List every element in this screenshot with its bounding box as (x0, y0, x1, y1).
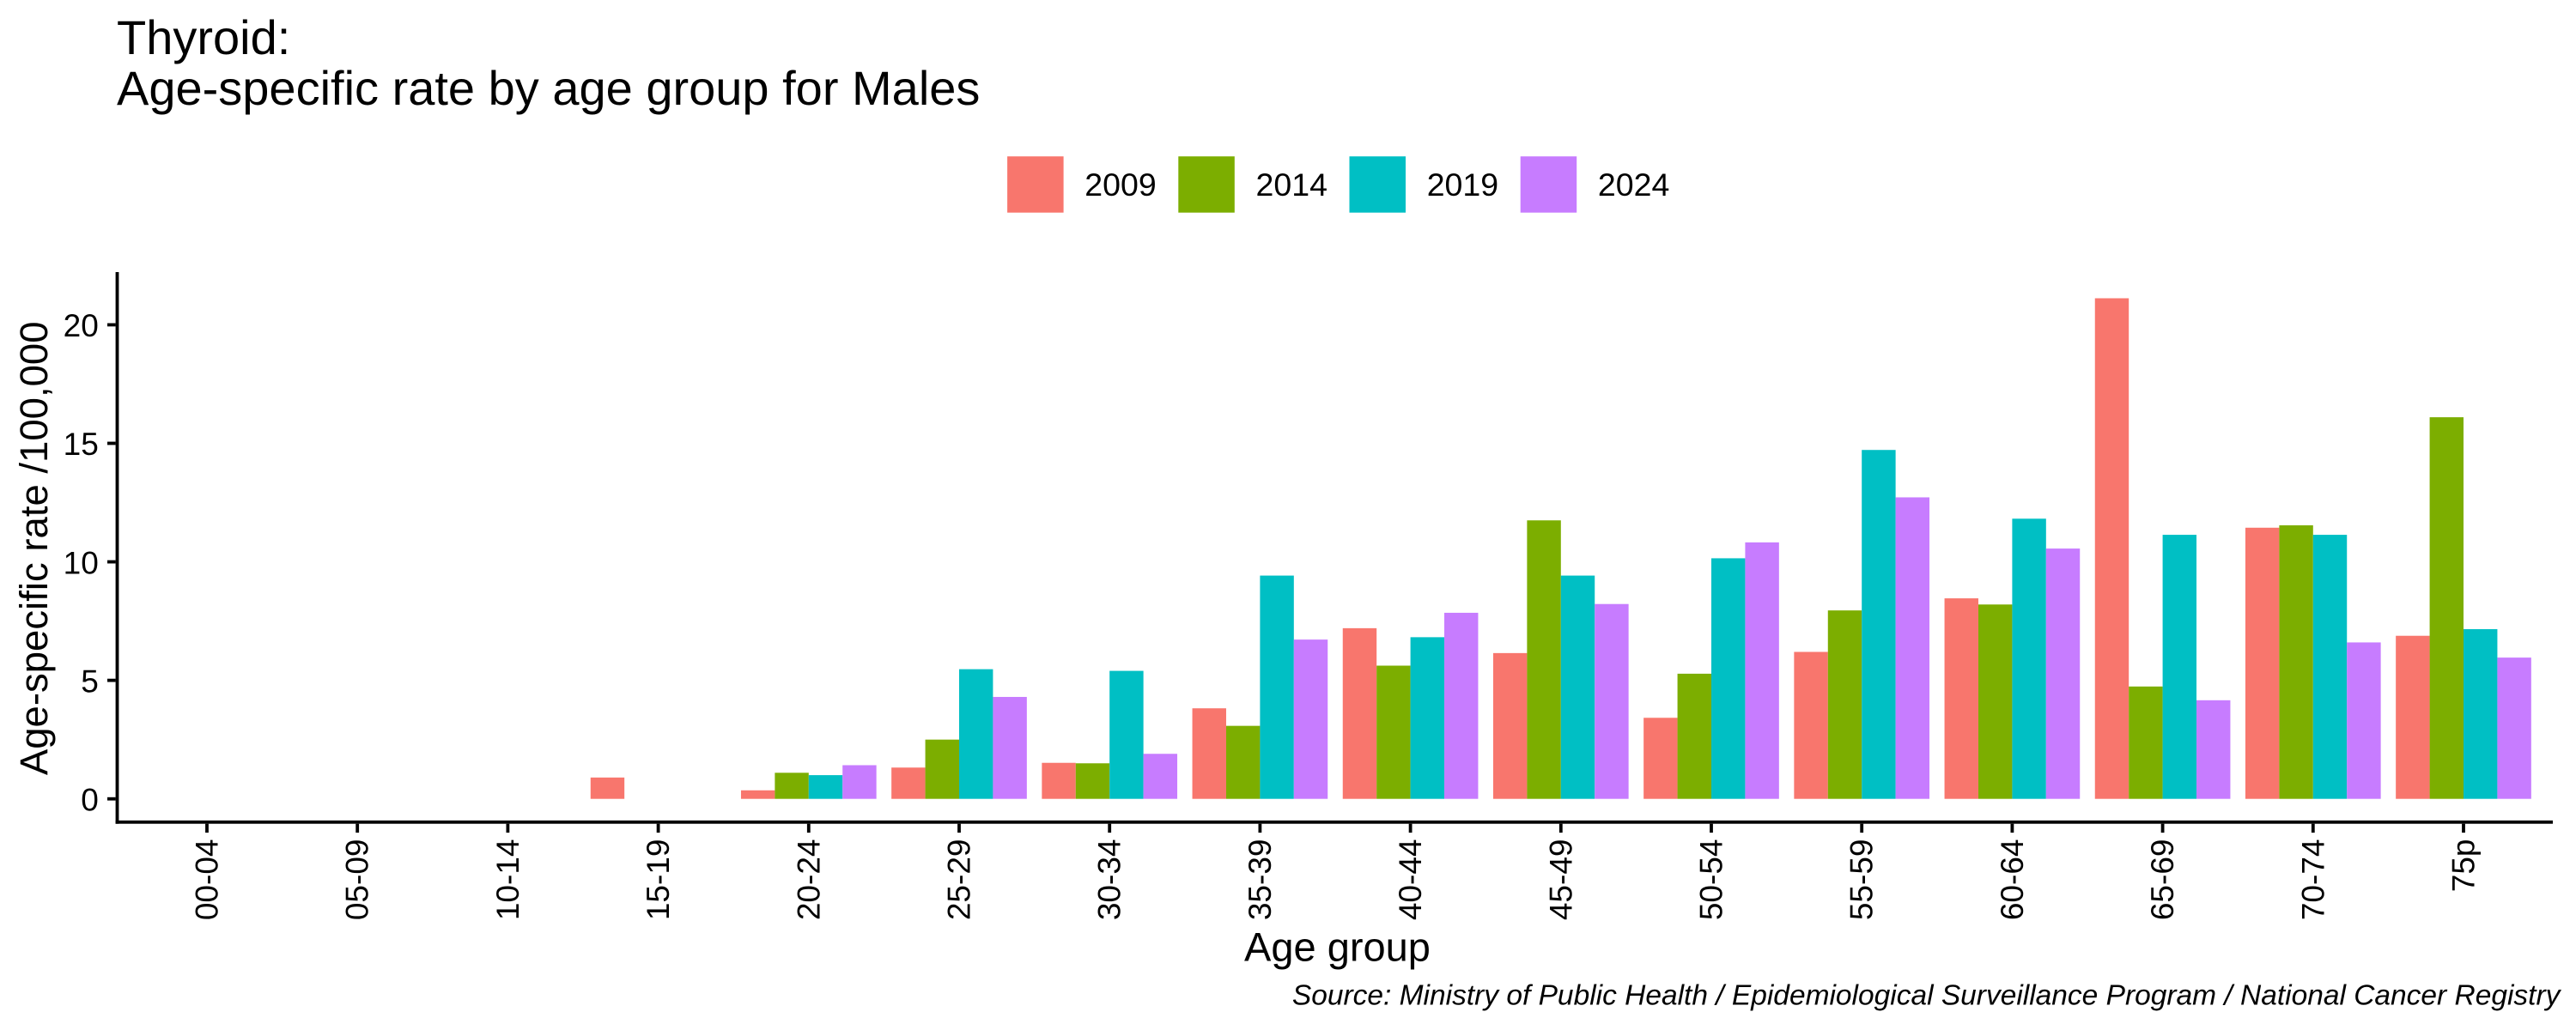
svg-text:2024: 2024 (1598, 167, 1669, 203)
svg-text:65-69: 65-69 (2145, 839, 2180, 921)
svg-text:70-74: 70-74 (2295, 839, 2330, 921)
svg-text:05-09: 05-09 (340, 839, 375, 921)
svg-text:5: 5 (81, 663, 99, 699)
svg-text:15: 15 (64, 427, 99, 462)
svg-text:40-44: 40-44 (1393, 839, 1428, 921)
svg-text:20: 20 (64, 308, 99, 343)
svg-text:15-19: 15-19 (641, 839, 676, 921)
svg-text:25-29: 25-29 (942, 839, 977, 921)
svg-text:Age group: Age group (1244, 924, 1431, 969)
svg-text:10: 10 (64, 545, 99, 580)
svg-text:2009: 2009 (1084, 167, 1156, 203)
svg-text:45-49: 45-49 (1543, 839, 1578, 921)
svg-text:20-24: 20-24 (791, 839, 826, 921)
svg-text:55-59: 55-59 (1844, 839, 1880, 921)
svg-text:2019: 2019 (1427, 167, 1498, 203)
svg-text:35-39: 35-39 (1242, 839, 1278, 921)
svg-text:50-54: 50-54 (1694, 839, 1729, 921)
svg-text:Age-specific rate /100,000: Age-specific rate /100,000 (12, 321, 56, 775)
svg-text:Age-specific rate by age group: Age-specific rate by age group for Males (117, 61, 980, 115)
svg-text:0: 0 (81, 782, 99, 817)
svg-text:75p: 75p (2446, 839, 2482, 893)
svg-text:Thyroid:: Thyroid: (117, 10, 290, 64)
svg-text:10-14: 10-14 (490, 839, 526, 921)
svg-text:30-34: 30-34 (1092, 839, 1127, 921)
svg-text:00-04: 00-04 (190, 839, 225, 921)
svg-text:60-64: 60-64 (1995, 839, 2030, 921)
svg-text:Source: Ministry of Public Hea: Source: Ministry of Public Health / Epid… (1292, 980, 2562, 1012)
svg-text:2014: 2014 (1256, 167, 1327, 203)
